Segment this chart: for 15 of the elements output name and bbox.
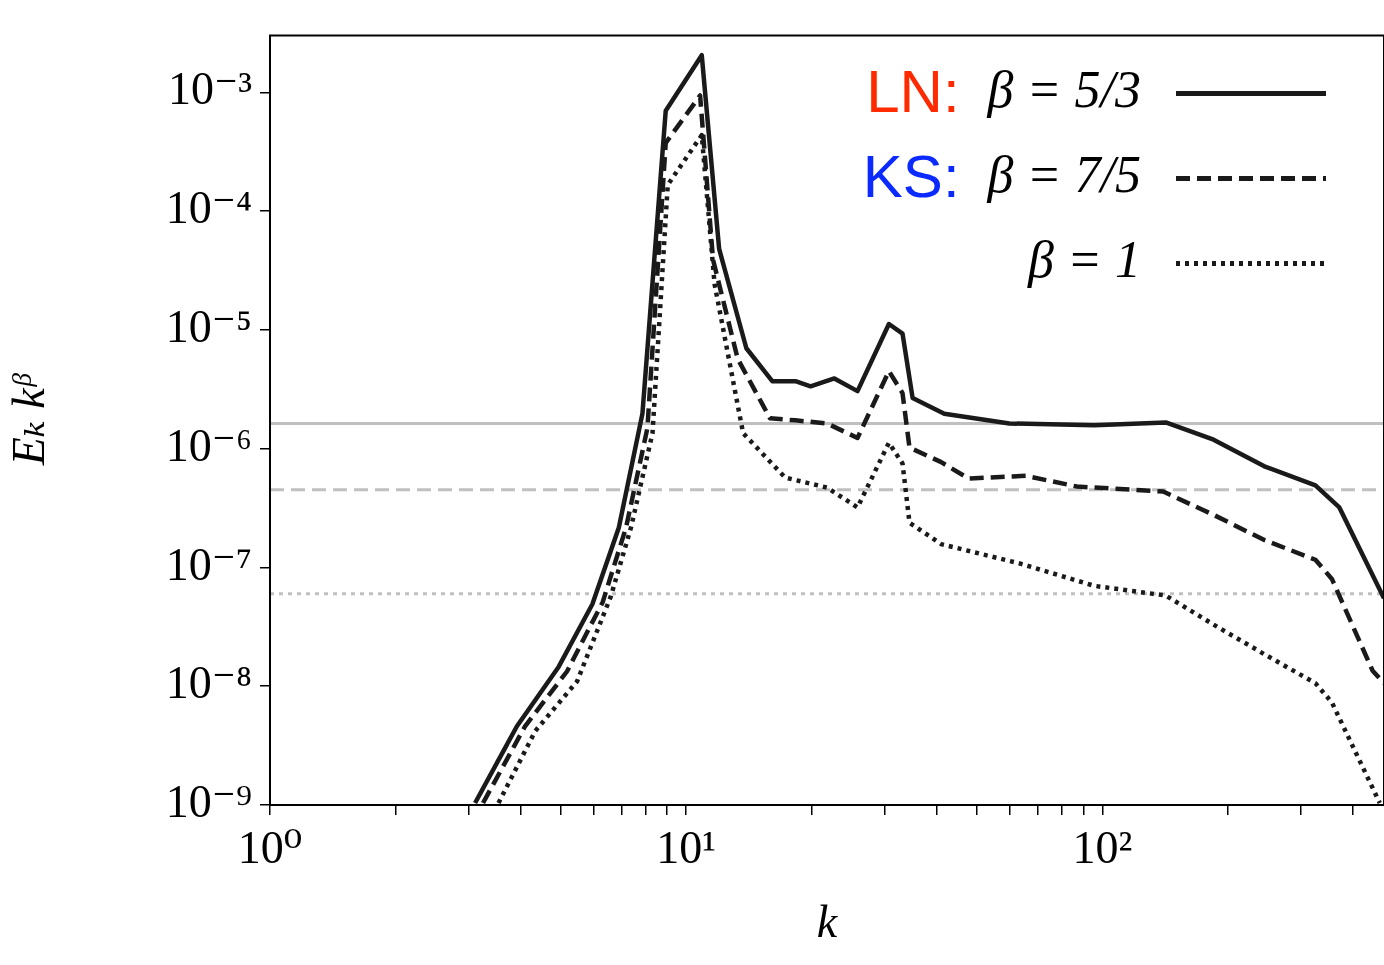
y-tick-label: 10⁻⁴ bbox=[165, 182, 252, 234]
y-tick-label: 10⁻³ bbox=[167, 63, 252, 115]
annotation: LN: bbox=[866, 58, 960, 126]
y-tick-label: 10⁻⁶ bbox=[165, 419, 252, 471]
y-axis-title: Eₖ kᵝ bbox=[2, 372, 54, 467]
y-tick-label: 10⁻⁸ bbox=[165, 657, 252, 709]
y-tick-label: 10⁻⁷ bbox=[165, 538, 252, 590]
y-tick-label: 10⁻⁵ bbox=[165, 300, 252, 352]
x-tick-label: 10² bbox=[1072, 821, 1133, 873]
legend-label: β = 5/3 bbox=[986, 61, 1141, 119]
legend-label: β = 1 bbox=[1027, 231, 1141, 289]
x-tick-label: 10¹ bbox=[656, 821, 717, 873]
legend-label: β = 7/5 bbox=[986, 146, 1141, 204]
annotation: KS: bbox=[862, 143, 960, 211]
x-axis-title: k bbox=[816, 896, 839, 948]
